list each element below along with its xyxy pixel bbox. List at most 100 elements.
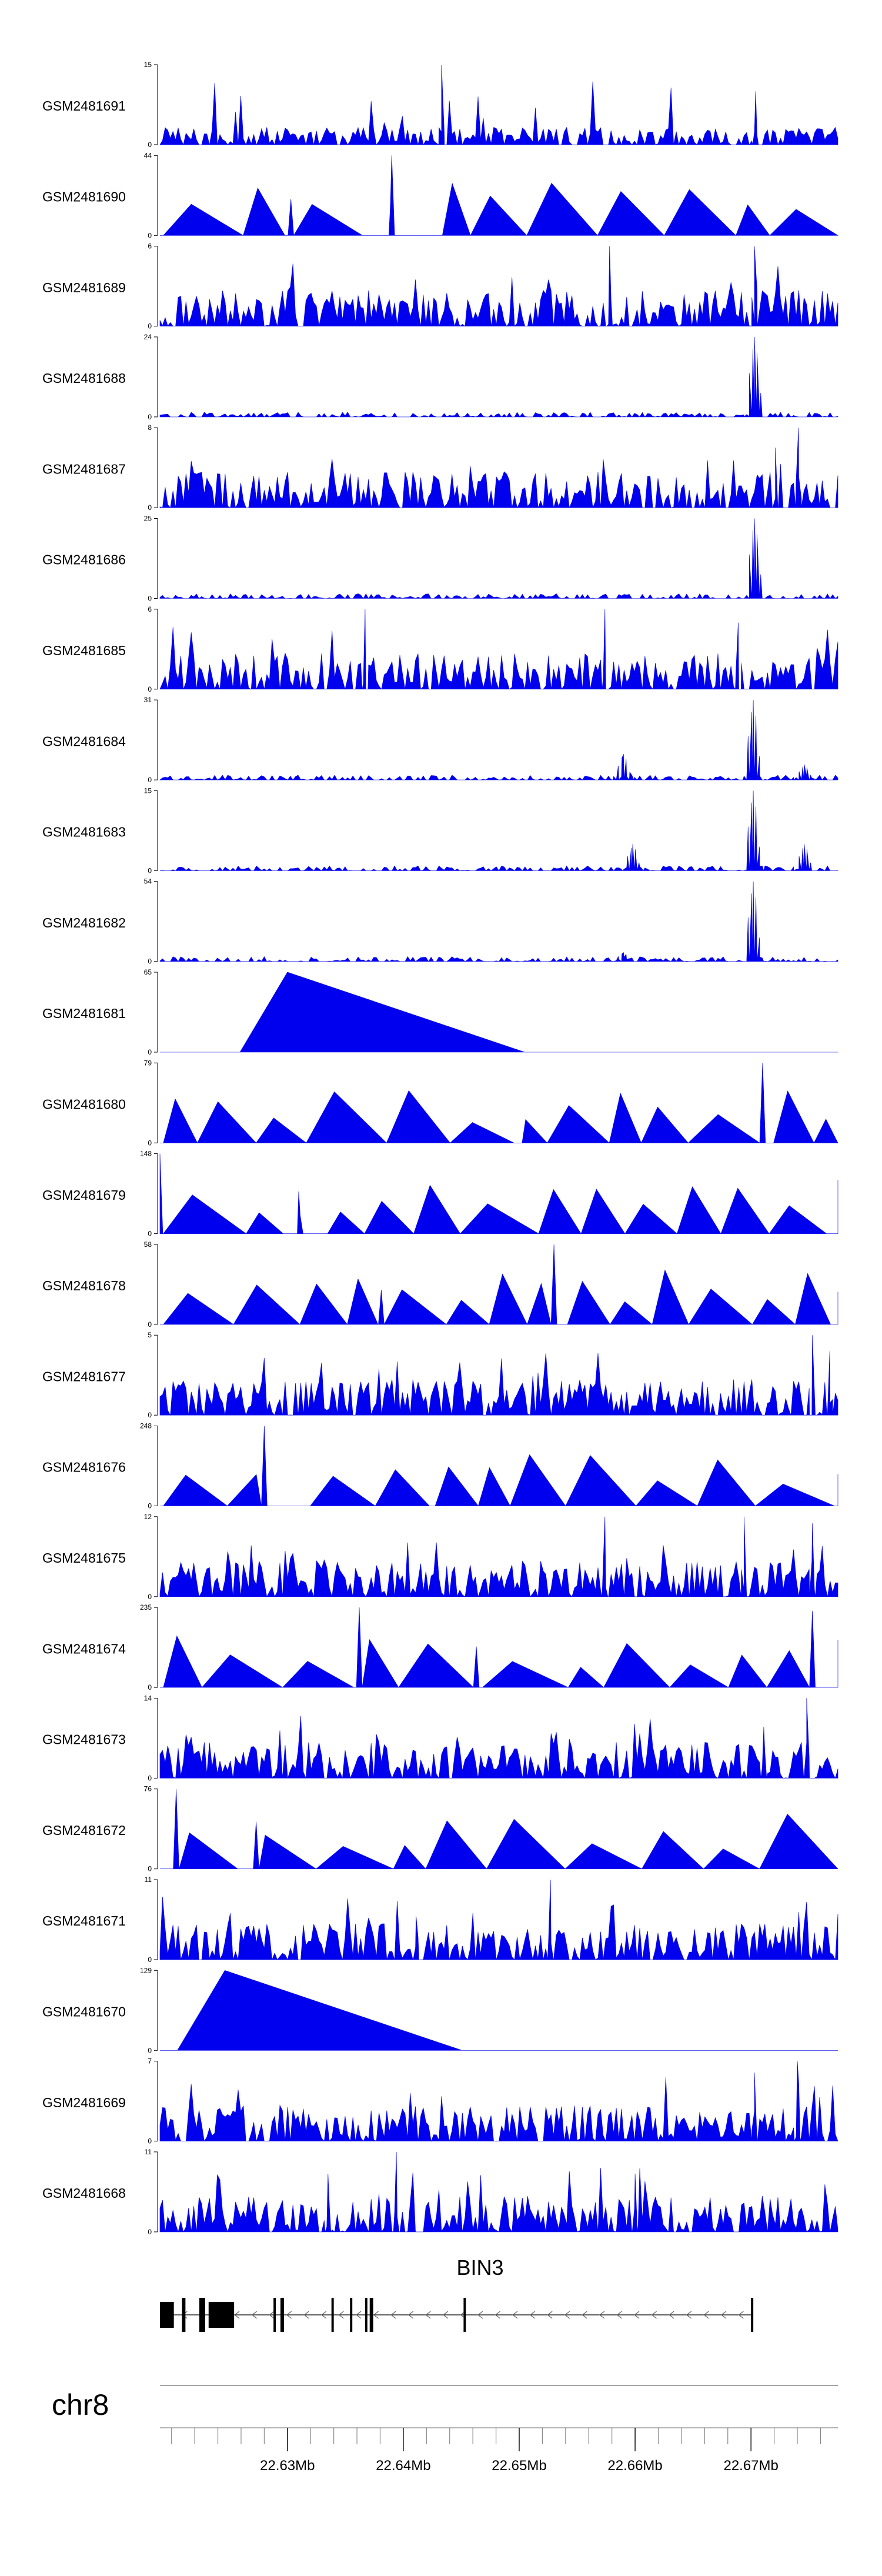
track-GSM2481686: GSM2481686 25 0 — [42, 515, 838, 603]
track-label: GSM2481688 — [42, 371, 126, 386]
gene-exon — [369, 2298, 373, 2332]
y-tick-label-max: 235 — [140, 1603, 152, 1611]
strand-arrow — [703, 2311, 709, 2319]
strand-arrow — [669, 2311, 674, 2319]
coverage-area — [160, 1970, 838, 2051]
strand-arrow — [634, 2311, 640, 2319]
y-tick-label-max: 248 — [140, 1422, 152, 1430]
coverage-area — [159, 64, 838, 146]
track-GSM2481682: GSM2481682 54 0 — [42, 877, 838, 966]
y-tick-label-max: 6 — [148, 242, 152, 251]
gene-exon — [208, 2302, 235, 2328]
strand-arrow — [738, 2311, 744, 2319]
track-GSM2481670: GSM2481670 129 0 — [42, 1966, 838, 2054]
track-GSM2481691: GSM2481691 15 0 — [42, 61, 838, 149]
coverage-area — [160, 972, 838, 1053]
coverage-area — [159, 881, 838, 962]
gene-exon — [463, 2298, 466, 2332]
y-tick-label-max: 6 — [148, 605, 152, 613]
track-label: GSM2481678 — [42, 1278, 126, 1293]
coverage-area — [160, 1244, 838, 1325]
y-tick-label-zero: 0 — [148, 1411, 152, 1419]
coverage-area — [160, 1788, 838, 1870]
coverage-area — [159, 2061, 838, 2142]
track-label: GSM2481680 — [42, 1096, 126, 1112]
track-label: GSM2481673 — [42, 1732, 126, 1747]
y-tick-label-max: 65 — [144, 968, 152, 976]
strand-arrow — [442, 2311, 449, 2319]
coverage-area — [159, 428, 838, 509]
gene-model: BIN3 — [160, 2255, 754, 2332]
axis-tick-label: 22.67Mb — [723, 2458, 778, 2474]
axis-tick-label: 22.66Mb — [607, 2458, 662, 2474]
y-tick-label-max: 15 — [144, 786, 152, 795]
track-label: GSM2481681 — [42, 1006, 126, 1021]
y-tick-label-zero: 0 — [148, 2137, 152, 2145]
strand-arrow — [320, 2311, 327, 2319]
strand-arrow — [495, 2311, 500, 2319]
track-GSM2481674: GSM2481674 235 0 — [42, 1603, 838, 1691]
track-label: GSM2481674 — [42, 1641, 126, 1656]
y-tick-label-max: 76 — [144, 1785, 152, 1793]
y-tick-label-zero: 0 — [148, 1774, 152, 1782]
track-GSM2481677: GSM2481677 5 0 — [42, 1331, 838, 1419]
y-tick-label-max: 15 — [144, 61, 152, 69]
track-label: GSM2481685 — [42, 643, 126, 658]
track-label: GSM2481671 — [42, 1913, 126, 1928]
coverage-area — [159, 246, 838, 327]
track-GSM2481684: GSM2481684 31 0 — [42, 696, 838, 784]
axis-tick-label: 22.64Mb — [376, 2458, 430, 2474]
track-label: GSM2481669 — [42, 2095, 126, 2110]
strand-arrow — [373, 2311, 379, 2319]
track-GSM2481690: GSM2481690 44 0 — [42, 151, 839, 239]
y-tick-label-zero: 0 — [148, 685, 152, 693]
genome-axis: chr8 22.63Mb 22.64Mb 22.65Mb 22.66Mb 22.67Mb — [52, 2385, 838, 2474]
y-tick-label-zero: 0 — [148, 2228, 152, 2236]
y-tick-label-zero: 0 — [148, 1230, 152, 1238]
y-tick-label-max: 44 — [144, 151, 152, 159]
y-tick-label-max: 79 — [144, 1059, 152, 1067]
y-tick-label-max: 7 — [148, 2057, 152, 2066]
gene-exon — [273, 2298, 276, 2332]
strand-arrow — [564, 2311, 570, 2319]
strand-arrow — [303, 2311, 309, 2319]
coverage-area — [159, 336, 838, 418]
track-label: GSM2481684 — [42, 733, 126, 749]
strand-arrow — [651, 2311, 657, 2319]
strand-arrow — [512, 2311, 518, 2319]
y-tick-label-zero: 0 — [148, 413, 152, 421]
coverage-area — [160, 155, 839, 236]
y-tick-label-zero: 0 — [148, 1139, 152, 1147]
track-GSM2481680: GSM2481680 79 0 — [42, 1059, 838, 1147]
coverage-area — [160, 1607, 838, 1689]
coverage-area — [159, 790, 838, 872]
coverage-area — [159, 1516, 838, 1597]
y-tick-label-max: 148 — [140, 1150, 152, 1158]
y-tick-label-zero: 0 — [148, 1956, 152, 1964]
track-GSM2481672: GSM2481672 76 0 — [42, 1785, 838, 1873]
y-tick-label-max: 11 — [145, 1876, 152, 1884]
y-tick-label-zero: 0 — [148, 1502, 152, 1510]
coverage-area — [159, 609, 838, 690]
y-tick-label-max: 12 — [144, 1513, 152, 1521]
coverage-area — [159, 1153, 838, 1234]
coverage-area — [159, 1879, 838, 1961]
track-label: GSM2481689 — [42, 280, 126, 295]
y-tick-label-max: 25 — [144, 515, 152, 523]
y-tick-label-max: 31 — [144, 696, 152, 704]
track-label: GSM2481672 — [42, 1823, 126, 1838]
y-tick-label-zero: 0 — [148, 503, 152, 512]
track-label: GSM2481677 — [42, 1369, 126, 1384]
track-GSM2481685: GSM2481685 6 0 — [42, 605, 838, 693]
track-GSM2481669: GSM2481669 7 0 — [42, 2057, 838, 2145]
y-tick-label-max: 14 — [144, 1694, 152, 1702]
track-GSM2481687: GSM2481687 8 0 — [42, 423, 838, 512]
strand-arrow — [477, 2311, 483, 2319]
strand-arrow — [599, 2311, 605, 2319]
axis-tick-label: 22.63Mb — [260, 2458, 315, 2474]
strand-arrow — [356, 2311, 362, 2319]
axis-tick-label: 22.65Mb — [492, 2458, 546, 2474]
coverage-area — [160, 1426, 838, 1507]
strand-arrow — [547, 2311, 553, 2319]
